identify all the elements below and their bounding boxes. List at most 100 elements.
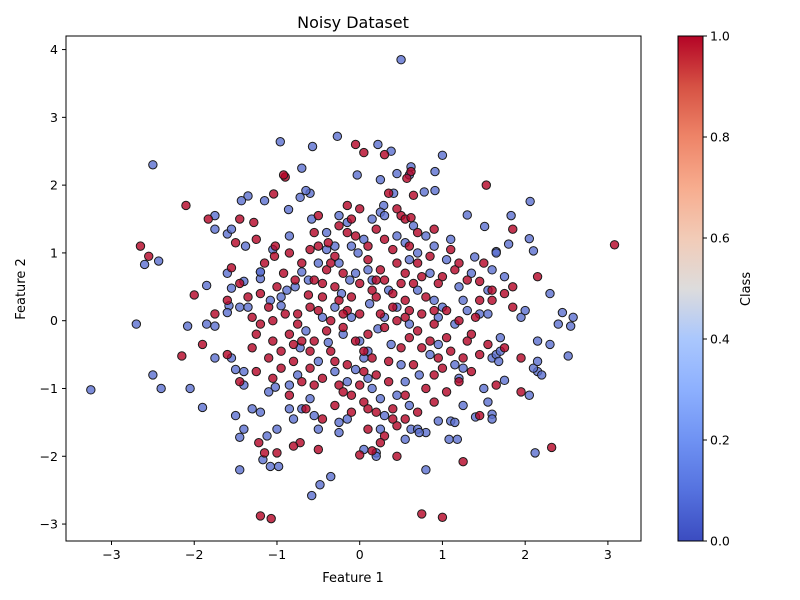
data-point-class-1 [388,288,398,299]
data-point-class-1 [144,251,154,261]
data-point-class-1 [392,258,402,268]
data-point-class-1 [367,446,377,456]
colorbar-tick-label: 0.4 [710,332,730,347]
data-point-class-0 [301,326,311,336]
data-point-class-1 [334,380,344,390]
data-point-class-1 [338,309,348,319]
data-point-class-0 [210,224,220,234]
data-point-class-0 [332,131,343,142]
data-point-class-0 [452,434,463,445]
y-tick-label: 4 [50,42,58,57]
data-point-class-1 [346,214,357,224]
data-point-class-0 [414,370,424,380]
data-point-class-1 [532,271,543,282]
data-point-class-0 [156,383,166,394]
data-point-class-0 [499,375,510,386]
data-point-class-1 [508,302,518,312]
x-axis-label: Feature 1 [322,571,384,586]
data-point-class-1 [330,400,340,411]
data-point-class-0 [313,258,324,268]
data-point-class-0 [400,434,410,445]
data-point-class-1 [363,424,373,434]
colorbar-label: Class [739,272,754,306]
data-point-class-0 [429,241,439,251]
data-point-class-1 [189,290,199,300]
data-point-class-1 [355,450,365,460]
data-point-class-0 [148,160,158,170]
data-point-class-0 [153,256,164,266]
data-point-class-1 [355,204,365,214]
data-point-class-1 [303,290,314,300]
data-point-class-0 [240,241,251,251]
data-point-class-1 [383,377,394,387]
data-point-class-0 [346,241,357,251]
data-point-class-0 [283,204,294,215]
data-point-class-0 [462,210,472,220]
data-point-class-0 [433,416,443,426]
data-point-class-1 [383,188,394,198]
data-point-class-0 [272,424,282,434]
data-point-class-0 [235,432,245,442]
data-point-class-0 [545,288,555,299]
colorbar-tick-label: 0.2 [710,433,730,448]
data-point-class-1 [278,268,289,278]
data-point-class-1 [222,349,233,360]
x-tick-label: 0 [356,547,364,562]
data-point-class-1 [367,353,377,363]
data-point-class-0 [503,239,514,249]
data-point-class-1 [474,410,485,421]
data-point-class-0 [305,393,315,404]
data-point-class-1 [297,258,307,268]
data-point-class-0 [86,385,96,395]
data-point-class-0 [131,319,142,329]
data-point-class-0 [470,252,480,262]
data-point-class-1 [288,339,299,350]
data-point-class-0 [330,366,340,377]
data-point-class-0 [350,364,361,375]
data-point-class-1 [222,295,233,306]
data-point-class-0 [563,351,573,361]
data-point-class-0 [524,233,535,244]
data-point-class-1 [264,302,274,312]
y-tick-label: 1 [50,245,58,260]
data-point-class-1 [235,214,245,224]
data-point-class-0 [297,163,307,173]
data-point-class-1 [268,189,279,199]
data-point-class-1 [446,244,456,255]
data-point-class-0 [545,339,555,350]
data-point-class-0 [404,400,415,411]
data-point-class-1 [321,265,332,275]
data-point-class-1 [429,319,439,329]
data-point-class-0 [386,339,396,350]
data-point-class-1 [309,336,319,346]
data-point-class-0 [532,356,543,367]
data-point-class-1 [363,404,373,414]
data-point-class-0 [334,427,344,438]
data-point-class-1 [359,366,369,377]
data-point-class-0 [479,221,490,232]
data-point-class-1 [400,312,410,323]
data-point-class-1 [355,380,365,390]
data-point-class-0 [367,383,377,394]
data-point-class-1 [392,204,402,214]
data-point-class-0 [458,400,468,411]
data-point-class-1 [290,275,300,285]
data-point-class-1 [350,336,361,346]
data-point-class-1 [412,407,423,417]
data-point-class-1 [508,282,518,292]
data-point-class-0 [182,321,193,331]
data-point-class-0 [273,461,284,472]
data-point-class-1 [479,258,489,268]
data-point-class-1 [305,363,315,373]
data-point-class-1 [458,353,468,363]
data-point-class-1 [338,268,348,278]
data-point-class-1 [474,276,485,287]
data-point-class-1 [417,271,427,282]
data-point-class-1 [326,316,336,326]
data-point-class-0 [243,191,253,201]
data-point-class-1 [417,343,427,353]
data-point-class-0 [321,227,332,238]
data-point-class-0 [404,319,415,329]
data-point-class-0 [342,414,352,424]
data-point-class-1 [197,339,208,350]
